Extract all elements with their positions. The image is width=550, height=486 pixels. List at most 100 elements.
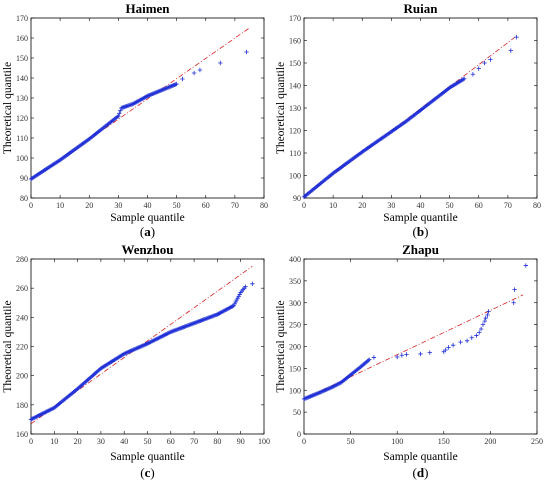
- caption-prefix: (: [140, 224, 144, 239]
- data-point-plus-marker: [483, 315, 488, 321]
- data-point-plus-marker: [166, 330, 171, 336]
- plot-frame: [303, 17, 538, 199]
- caption-letter: d: [417, 465, 425, 480]
- data-point-plus-marker: [486, 309, 491, 314]
- chart-panel-c: Wenzhou 0 10 20 30 40 50 60 70 80 90 100 160 180 200 22…: [2, 242, 270, 480]
- x-tick-label: 60: [202, 201, 210, 210]
- data-point-plus-marker: [488, 57, 493, 62]
- x-tick-label: 50: [347, 437, 355, 446]
- data-point-plus-marker: [166, 85, 171, 90]
- data-point-plus-marker: [470, 72, 476, 77]
- data-point-plus-marker: [124, 350, 129, 356]
- x-tick-label: 70: [190, 437, 198, 446]
- x-axis-label: Sample quantile: [383, 451, 457, 463]
- data-point-plus-marker: [165, 331, 170, 336]
- data-point-plus-marker: [367, 357, 372, 362]
- y-tick-label: 160: [16, 430, 28, 439]
- caption-letter: c: [145, 465, 151, 480]
- x-tick-label: 30: [97, 437, 105, 446]
- y-tick-label: 90: [20, 174, 28, 183]
- x-tick-label: 50: [144, 437, 152, 446]
- plot-frame: [30, 17, 265, 199]
- chart-title: Haimen: [125, 1, 170, 16]
- data-point-plus-marker: [157, 88, 163, 94]
- data-point-plus-marker: [151, 91, 156, 96]
- data-point-plus-marker: [29, 416, 35, 422]
- y-tick-label: 110: [16, 134, 28, 143]
- caption-suffix: ): [151, 224, 155, 239]
- data-point-plus-marker: [140, 343, 145, 349]
- x-tick-label: 40: [120, 437, 128, 446]
- data-point-plus-marker: [234, 297, 239, 303]
- data-point-plus-marker: [480, 322, 486, 327]
- data-point-plus-marker: [418, 351, 423, 357]
- data-point-plus-marker: [218, 60, 223, 66]
- data-point-plus-marker: [150, 338, 155, 344]
- data-point-plus-marker: [170, 83, 175, 88]
- data-point-plus-marker: [162, 332, 167, 338]
- y-tick-label: 140: [16, 74, 28, 83]
- x-tick-label: 250: [531, 437, 543, 446]
- data-point-plus-marker: [138, 344, 144, 349]
- plot-frame: [303, 258, 538, 435]
- data-point-plus-marker: [458, 339, 463, 345]
- data-point-plus-marker: [156, 89, 162, 94]
- x-tick-label: 10: [50, 437, 58, 446]
- chart-panel-d: Zhapu 0 50 100 150 200 250 0 50 100 150 200 250 300 35…: [275, 242, 543, 480]
- data-point-plus-marker: [141, 343, 146, 348]
- y-tick-label: 110: [289, 149, 301, 158]
- y-tick-label: 120: [289, 127, 301, 136]
- y-axis-label: Theoretical quantile: [2, 62, 14, 154]
- y-tick-label: 160: [289, 37, 301, 46]
- caption-letter: b: [417, 224, 424, 239]
- data-point-plus-marker: [172, 82, 177, 88]
- data-point-plus-marker: [39, 411, 44, 417]
- data-point-plus-marker: [163, 332, 168, 337]
- data-point-plus-marker: [43, 409, 49, 415]
- plot-frame: [30, 258, 265, 435]
- data-point-plus-marker: [371, 355, 377, 360]
- data-point-plus-marker: [137, 344, 143, 350]
- data-point-plus-marker: [35, 414, 40, 419]
- y-tick-label: 150: [289, 59, 301, 68]
- x-tick-label: 100: [258, 437, 270, 446]
- data-point-plus-marker: [180, 76, 185, 82]
- data-point-plus-marker: [158, 88, 164, 93]
- data-point-plus-marker: [164, 331, 169, 337]
- caption-suffix: ): [424, 224, 428, 239]
- data-point-plus-marker: [31, 415, 37, 421]
- data-point-plus-marker: [144, 341, 149, 347]
- data-point-plus-marker: [460, 77, 466, 82]
- data-point-plus-marker: [155, 336, 161, 341]
- y-tick-label: 220: [16, 343, 28, 352]
- data-point-plus-marker: [30, 416, 36, 421]
- x-tick-label: 70: [504, 201, 512, 210]
- data-point-plus-marker: [244, 49, 249, 55]
- caption-suffix: ): [424, 465, 428, 480]
- x-tick-label: 0: [29, 437, 33, 446]
- panel-caption: (d): [413, 465, 429, 480]
- y-tick-label: 120: [16, 114, 28, 123]
- data-point-plus-marker: [164, 86, 169, 91]
- data-point-plus-marker: [168, 84, 173, 89]
- x-tick-label: 10: [56, 201, 64, 210]
- data-point-plus-marker: [237, 292, 242, 297]
- x-tick-label: 20: [358, 201, 366, 210]
- y-tick-label: 170: [16, 14, 28, 23]
- x-tick-label: 10: [329, 201, 337, 210]
- y-tick-label: 200: [16, 372, 28, 381]
- caption-suffix: ): [150, 465, 154, 480]
- data-point-plus-marker: [38, 412, 43, 417]
- data-point-plus-marker: [197, 67, 203, 73]
- data-point-plus-marker: [129, 348, 134, 353]
- caption-prefix: (: [413, 224, 417, 239]
- data-point-plus-marker: [118, 108, 123, 113]
- data-point-plus-marker: [47, 407, 53, 413]
- data-point-plus-marker: [427, 350, 433, 355]
- data-point-plus-marker: [34, 414, 39, 419]
- data-point-plus-marker: [443, 347, 448, 353]
- y-tick-label: 160: [16, 34, 28, 43]
- data-point-plus-marker: [46, 408, 52, 413]
- x-tick-label: 80: [533, 201, 541, 210]
- data-point-plus-marker: [136, 345, 142, 350]
